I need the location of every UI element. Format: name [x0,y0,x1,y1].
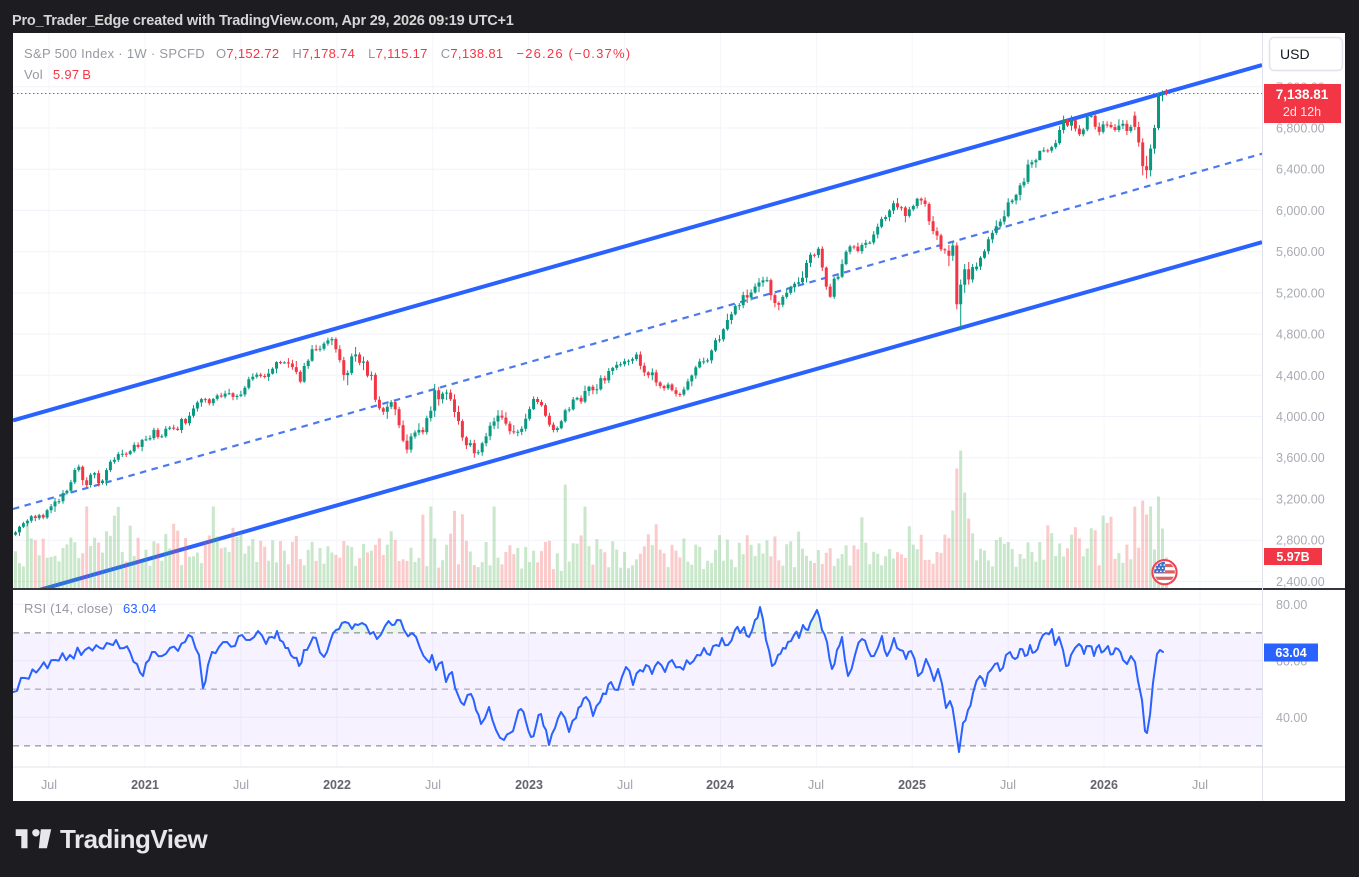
svg-text:2024: 2024 [706,778,734,792]
svg-text:80.00: 80.00 [1276,598,1307,612]
svg-text:Jul: Jul [808,778,824,792]
svg-text:Jul: Jul [1192,778,1208,792]
svg-text:6,400.00: 6,400.00 [1276,163,1325,177]
svg-text:5,600.00: 5,600.00 [1276,245,1325,259]
svg-text:6,800.00: 6,800.00 [1276,122,1325,136]
svg-text:2,400.00: 2,400.00 [1276,575,1325,589]
svg-text:Jul: Jul [41,778,57,792]
svg-text:3,600.00: 3,600.00 [1276,451,1325,465]
svg-text:6,000.00: 6,000.00 [1276,204,1325,218]
svg-text:Pro_Trader_Edge created with T: Pro_Trader_Edge created with TradingView… [12,13,514,29]
svg-text:2d 12h: 2d 12h [1283,105,1321,119]
svg-text:4,000.00: 4,000.00 [1276,410,1325,424]
svg-text:Jul: Jul [425,778,441,792]
svg-text:5,200.00: 5,200.00 [1276,286,1325,300]
svg-text:Jul: Jul [1000,778,1016,792]
svg-text:3,200.00: 3,200.00 [1276,493,1325,507]
svg-text:2026: 2026 [1090,778,1118,792]
svg-text:2,800.00: 2,800.00 [1276,534,1325,548]
svg-text:63.04: 63.04 [1275,646,1306,660]
svg-text:2021: 2021 [131,778,159,792]
svg-text:2022: 2022 [323,778,351,792]
svg-text:5.97B: 5.97B [1276,550,1309,564]
svg-text:RSI (14, close)63.04: RSI (14, close) 63.04 [24,601,157,616]
svg-text:2023: 2023 [515,778,543,792]
svg-text:TradingView: TradingView [60,824,208,854]
svg-text:7,138.81: 7,138.81 [1276,87,1329,102]
svg-text:4,800.00: 4,800.00 [1276,328,1325,342]
svg-text:Jul: Jul [233,778,249,792]
svg-text:Vol 5.97 B: Vol 5.97 B [24,67,91,82]
svg-text:2025: 2025 [898,778,926,792]
svg-text:Jul: Jul [617,778,633,792]
svg-text:40.00: 40.00 [1276,711,1307,725]
svg-text:4,400.00: 4,400.00 [1276,369,1325,383]
svg-text:USD: USD [1280,46,1310,62]
